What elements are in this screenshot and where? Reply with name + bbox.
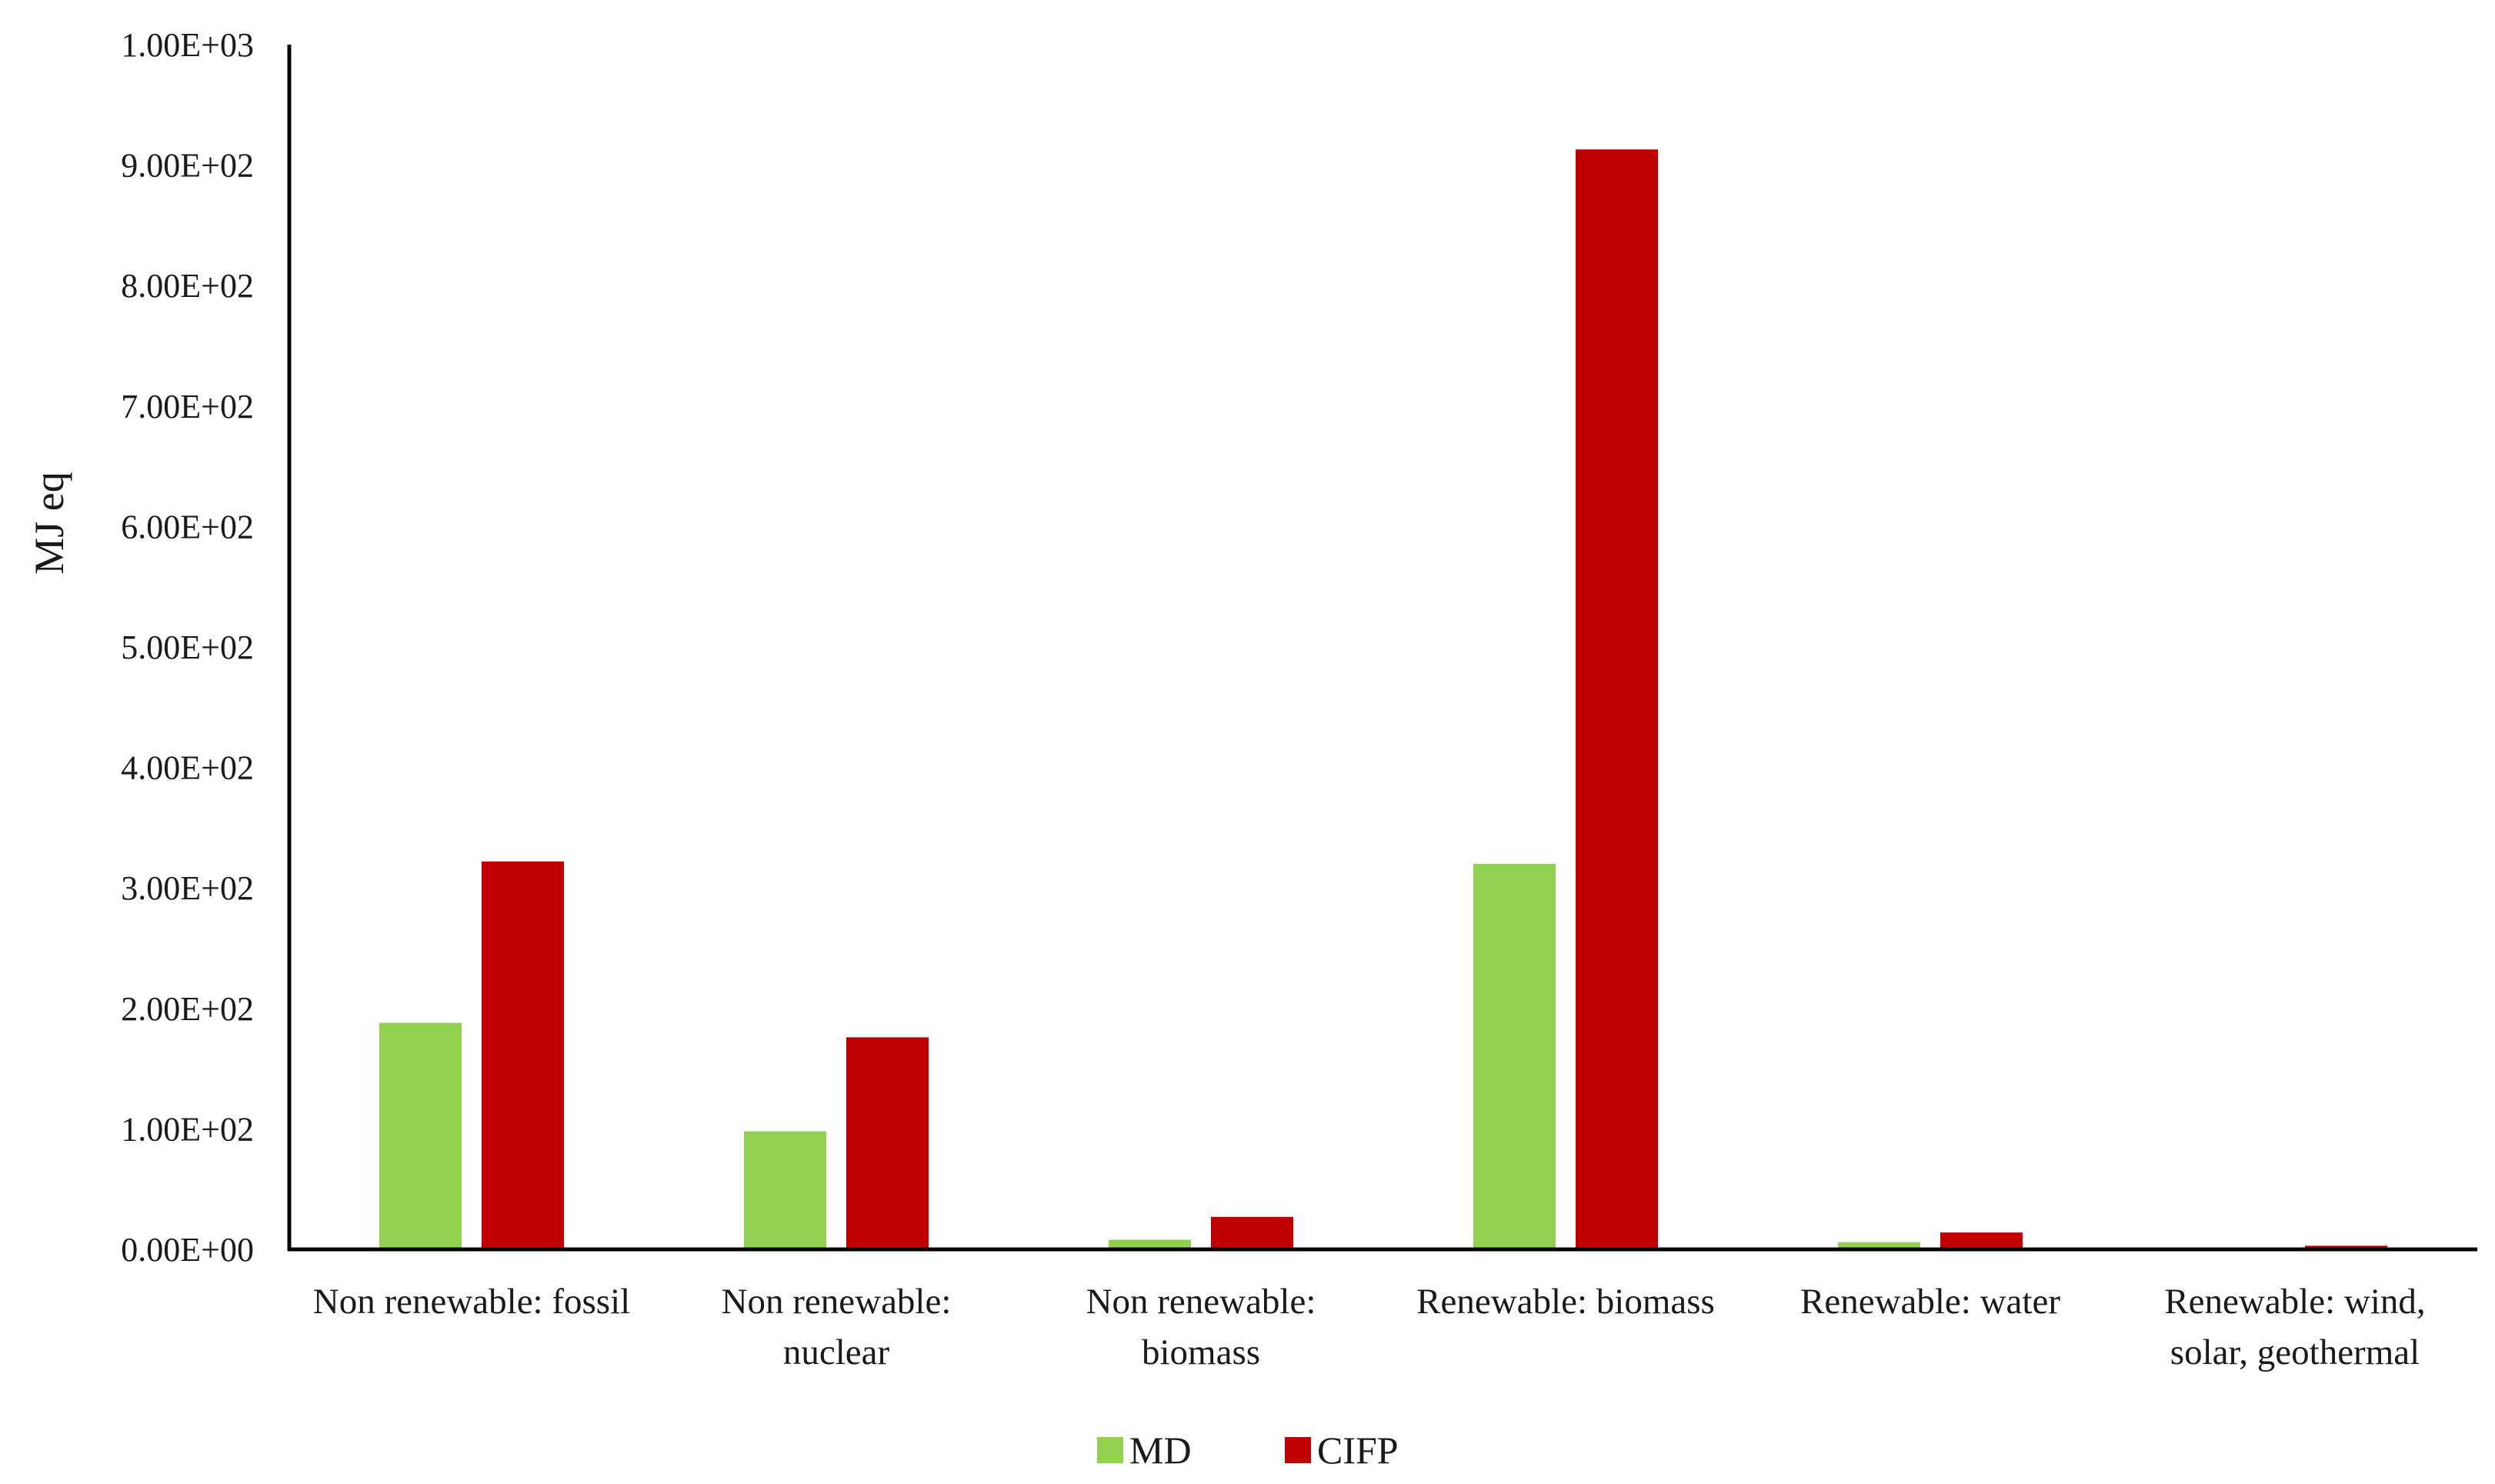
bar-cifp <box>1211 1216 1293 1249</box>
x-category-labels: Non renewable: fossil Non renewable: nucle… <box>313 1282 2426 1372</box>
x-category-label: Renewable: water <box>1800 1282 2060 1322</box>
y-tick-label: 0.00E+00 <box>121 1231 254 1269</box>
y-tick-labels: 0.00E+00 1.00E+02 2.00E+02 3.00E+02 4.00E+02… <box>121 26 254 1269</box>
bar-cifp <box>846 1037 929 1249</box>
legend-swatch-cifp <box>1285 1437 1311 1463</box>
bar-cifp <box>1576 149 1658 1250</box>
y-tick-label: 7.00E+02 <box>121 388 254 425</box>
y-tick-label: 1.00E+03 <box>121 26 254 64</box>
bar-md <box>1838 1242 1920 1249</box>
bar-md <box>1473 863 1556 1249</box>
bar-md <box>379 1022 462 1249</box>
y-tick-label: 9.00E+02 <box>121 147 254 185</box>
y-tick-label: 1.00E+02 <box>121 1110 254 1148</box>
bars-layer <box>379 149 2387 1250</box>
y-tick-label: 4.00E+02 <box>121 749 254 787</box>
bar-md <box>1109 1239 1191 1249</box>
axes-layer <box>287 45 2477 1252</box>
y-tick-label: 6.00E+02 <box>121 508 254 545</box>
bar-md <box>744 1131 826 1249</box>
bar-cifp <box>482 861 564 1249</box>
legend-swatch-md <box>1097 1437 1123 1463</box>
y-tick-label: 2.00E+02 <box>121 990 254 1028</box>
y-tick-label: 3.00E+02 <box>121 869 254 907</box>
x-category-label: Renewable: biomass <box>1416 1282 1715 1322</box>
legend: MD CIFP <box>1097 1429 1399 1472</box>
legend-label-cifp: CIFP <box>1317 1429 1399 1472</box>
x-category-label: Non renewable: biomass <box>1086 1282 1316 1372</box>
x-category-label: Non renewable: nuclear <box>722 1282 952 1372</box>
x-category-label: Renewable: wind, solar, geothermal <box>2164 1282 2425 1372</box>
bar-cifp <box>1940 1232 2023 1249</box>
x-category-label: Non renewable: fossil <box>313 1282 630 1322</box>
y-tick-label: 8.00E+02 <box>121 267 254 305</box>
y-tick-label: 5.00E+02 <box>121 629 254 666</box>
legend-label-md: MD <box>1129 1429 1192 1472</box>
y-axis-title: MJ eq <box>26 472 72 575</box>
